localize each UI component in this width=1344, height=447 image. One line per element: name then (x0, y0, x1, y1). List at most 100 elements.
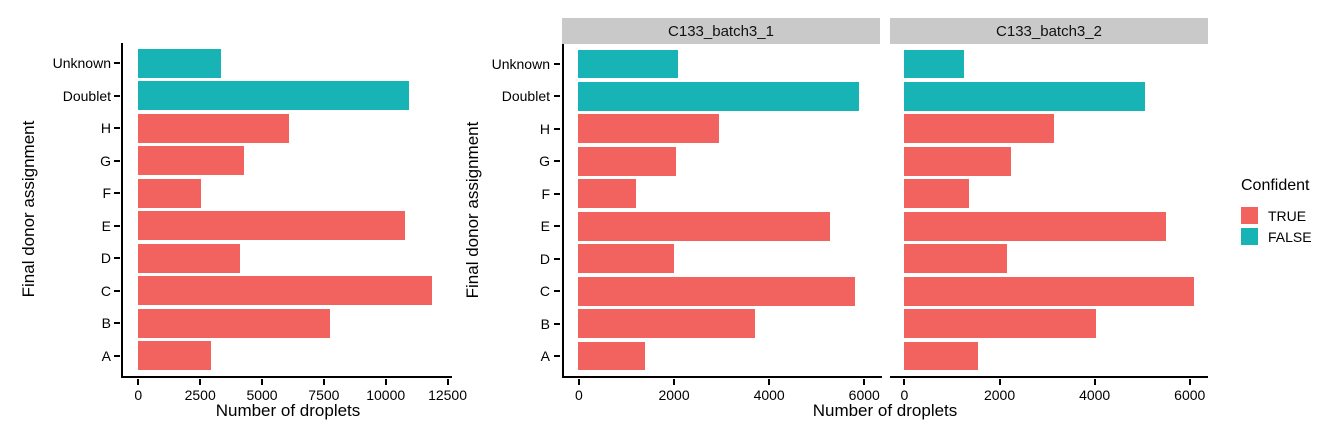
y-axis-labels-combined: Unknown Doublet H G F E D C B A (0, 43, 113, 376)
x-tick-mark (998, 378, 1001, 385)
y-axis-label-b: B (540, 315, 550, 332)
bar-row-g (890, 145, 1208, 177)
bar-row-a (123, 340, 452, 373)
x-axis-combined: 0 2500 5000 7500 10000 12500 (124, 378, 467, 405)
y-tick-mark (554, 354, 560, 357)
y-tick-mark (554, 95, 560, 98)
y-tick-mark (554, 63, 560, 66)
y-axis-label-doublet: Doublet (501, 88, 550, 105)
x-tick-mark (322, 378, 325, 385)
x-tick-label: 4000 (753, 386, 785, 403)
panel-combined (121, 43, 452, 378)
x-tick-label: 10000 (366, 386, 406, 403)
bar-row-b (123, 307, 452, 340)
legend-label-false: FALSE (1268, 228, 1312, 245)
bar-row-b (564, 307, 882, 339)
bar-row-unknown (123, 47, 452, 80)
bar-row-e (123, 210, 452, 243)
y-tick-mark (554, 322, 560, 325)
x-axis-title-faceted: Number of droplets (812, 401, 958, 420)
x-tick-mark (1093, 378, 1096, 385)
bar-facet-1-e (578, 211, 831, 241)
x-tick-mark (384, 378, 387, 385)
legend-label-true: TRUE (1268, 207, 1307, 224)
bar-row-c (564, 275, 882, 307)
x-tick-mark (199, 378, 202, 385)
x-tick-mark (903, 378, 906, 385)
bar-row-c (890, 275, 1208, 307)
bar-row-a (564, 340, 882, 372)
bar-row-doublet (890, 80, 1208, 112)
bar-row-d (890, 242, 1208, 274)
bar-facet-1-h (578, 114, 719, 144)
x-tick-label: 0 (900, 386, 909, 403)
bar-facet-1-doublet (578, 82, 859, 111)
y-tick-mark (114, 224, 120, 227)
x-tick-mark (446, 378, 449, 385)
bar-row-e (564, 210, 882, 242)
bar-row-unknown (564, 48, 882, 80)
x-tick-mark (768, 378, 771, 385)
bar-combined-b (137, 308, 330, 338)
y-tick-mark (114, 257, 120, 260)
y-tick-mark (114, 289, 120, 292)
legend-title: Confident (1241, 177, 1310, 194)
x-tick-label: 12500 (428, 386, 468, 403)
x-tick-mark (673, 378, 676, 385)
bar-combined-a (137, 341, 211, 371)
bar-combined-unknown (137, 48, 221, 78)
y-axis-label-d: D (100, 250, 111, 267)
y-tick-mark (554, 290, 560, 293)
y-axis-ticks-faceted (554, 44, 560, 376)
legend: Confident TRUE FALSE (1241, 177, 1312, 249)
y-axis-label-unknown: Unknown (491, 56, 550, 73)
facet-strip-2: C133_batch3_2 (890, 18, 1208, 44)
y-axis-label-f: F (541, 185, 550, 202)
bar-row-doublet (564, 80, 882, 112)
bar-combined-g (137, 146, 245, 176)
x-tick-label: 0 (575, 386, 583, 403)
bar-row-h (890, 113, 1208, 145)
bar-combined-d (137, 243, 241, 273)
y-tick-mark (114, 192, 120, 195)
y-axis-label-g: G (539, 153, 550, 170)
bar-combined-e (137, 211, 405, 241)
x-tick-mark (137, 378, 140, 385)
bar-row-f (564, 178, 882, 210)
y-tick-mark (114, 127, 120, 130)
y-axis-label-doublet: Doublet (62, 87, 111, 104)
y-tick-mark (554, 160, 560, 163)
bar-row-g (564, 145, 882, 177)
y-axis-label-h: H (539, 120, 550, 137)
bar-combined-h (137, 113, 289, 143)
bar-facet-1-a (578, 341, 646, 371)
facet-strip-2-label: C133_batch3_2 (996, 22, 1102, 40)
x-tick-label: 7500 (308, 386, 340, 403)
bar-facet-2-c (904, 276, 1194, 306)
bar-facet-2-b (904, 309, 1097, 338)
x-tick-label: 0 (134, 386, 143, 403)
legend-item-false: FALSE (1241, 228, 1312, 245)
y-tick-mark (554, 257, 560, 260)
bar-row-h (564, 113, 882, 145)
bar-row-b (890, 307, 1208, 339)
bar-facet-1-d (578, 244, 674, 274)
bar-combined-f (137, 178, 201, 208)
x-tick-label: 2000 (658, 386, 690, 403)
bar-facet-1-f (578, 179, 636, 209)
x-tick-mark (863, 378, 866, 385)
bar-row-unknown (890, 48, 1208, 80)
x-tick-label: 6000 (1174, 386, 1206, 403)
bar-row-f (123, 177, 452, 210)
panel-facet-1 (562, 44, 882, 378)
y-axis-label-h: H (100, 120, 111, 137)
x-tick-mark (261, 378, 264, 385)
bar-facet-1-b (578, 309, 756, 338)
legend-swatch-true (1241, 207, 1258, 224)
panel-facet-2 (890, 44, 1208, 378)
bar-row-f (890, 178, 1208, 210)
y-axis-label-c: C (539, 283, 550, 300)
y-axis-label-e: E (540, 218, 550, 235)
x-tick-label: 4000 (1079, 386, 1111, 403)
